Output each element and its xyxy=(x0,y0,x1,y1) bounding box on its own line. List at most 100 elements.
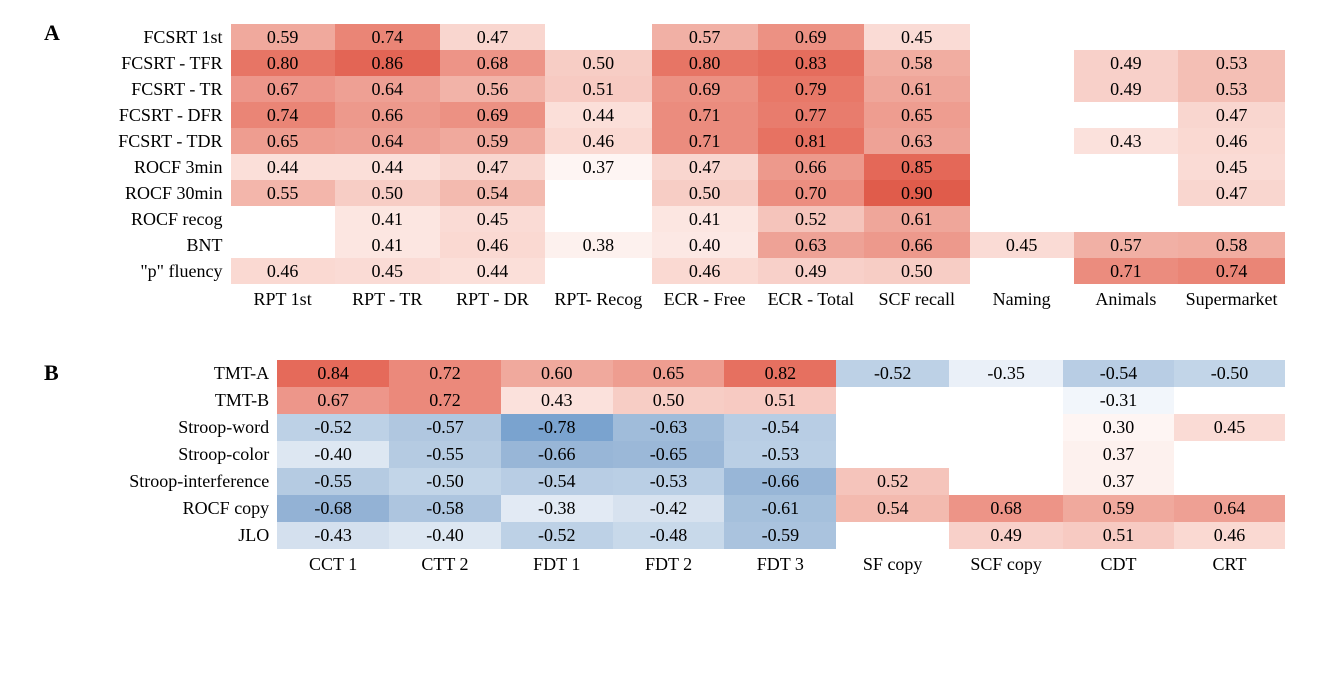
table-row: "p" fluency0.460.450.440.460.490.500.710… xyxy=(100,258,1285,284)
heat-cell: 0.66 xyxy=(864,232,970,258)
heat-cell: -0.55 xyxy=(389,441,501,468)
heat-cell: 0.58 xyxy=(864,50,970,76)
heat-cell xyxy=(545,206,651,232)
panel-b: B TMT-A0.840.720.600.650.82-0.52-0.35-0.… xyxy=(40,350,1285,576)
heatmap-b: TMT-A0.840.720.600.650.82-0.52-0.35-0.54… xyxy=(100,360,1285,576)
heat-cell xyxy=(836,441,949,468)
col-label: RPT - DR xyxy=(440,284,545,310)
heat-cell: 0.44 xyxy=(231,154,335,180)
heat-cell: 0.68 xyxy=(440,50,545,76)
heat-cell: 0.69 xyxy=(440,102,545,128)
heat-cell: 0.55 xyxy=(231,180,335,206)
heat-cell: -0.53 xyxy=(724,441,836,468)
heat-cell: 0.50 xyxy=(613,387,725,414)
row-label: Stroop-interference xyxy=(100,468,277,495)
heat-cell: 0.45 xyxy=(440,206,545,232)
heat-cell xyxy=(1178,24,1285,50)
heat-cell: 0.72 xyxy=(389,387,501,414)
col-label: FDT 2 xyxy=(613,549,725,576)
col-label: FDT 1 xyxy=(501,549,613,576)
heat-cell xyxy=(1174,468,1285,495)
heat-cell: 0.43 xyxy=(501,387,613,414)
heat-cell xyxy=(231,232,335,258)
heat-cell: 0.51 xyxy=(724,387,836,414)
table-row: FCSRT - TFR0.800.860.680.500.800.830.580… xyxy=(100,50,1285,76)
heat-cell: 0.46 xyxy=(231,258,335,284)
heat-cell: 0.43 xyxy=(1074,128,1178,154)
heat-cell: 0.47 xyxy=(1178,102,1285,128)
heat-cell xyxy=(836,387,949,414)
col-label-row: RPT 1stRPT - TRRPT - DRRPT- RecogECR - F… xyxy=(100,284,1285,310)
heat-cell: -0.65 xyxy=(613,441,725,468)
heat-cell: 0.77 xyxy=(758,102,864,128)
col-label: RPT- Recog xyxy=(545,284,651,310)
heat-cell xyxy=(1074,102,1178,128)
heat-cell: 0.72 xyxy=(389,360,501,387)
heat-cell: 0.38 xyxy=(545,232,651,258)
heat-cell: 0.49 xyxy=(1074,50,1178,76)
heat-cell: 0.80 xyxy=(652,50,758,76)
table-row: FCSRT - TR0.670.640.560.510.690.790.610.… xyxy=(100,76,1285,102)
heat-cell: -0.35 xyxy=(949,360,1063,387)
heat-cell: 0.50 xyxy=(335,180,440,206)
heat-cell xyxy=(1074,206,1178,232)
heat-cell: 0.46 xyxy=(440,232,545,258)
heat-cell: 0.90 xyxy=(864,180,970,206)
heat-cell: 0.65 xyxy=(613,360,725,387)
heat-cell: 0.61 xyxy=(864,76,970,102)
heat-cell: 0.66 xyxy=(335,102,440,128)
heat-cell: -0.54 xyxy=(1063,360,1174,387)
table-row: TMT-B0.670.720.430.500.51-0.31 xyxy=(100,387,1285,414)
heat-cell: 0.66 xyxy=(758,154,864,180)
heat-cell: 0.45 xyxy=(1174,414,1285,441)
heat-cell xyxy=(836,522,949,549)
heat-cell: 0.37 xyxy=(1063,468,1174,495)
heat-cell: -0.68 xyxy=(277,495,389,522)
table-row: ROCF recog0.410.450.410.520.61 xyxy=(100,206,1285,232)
heat-cell xyxy=(545,24,651,50)
heat-cell: 0.46 xyxy=(1174,522,1285,549)
heat-cell: 0.50 xyxy=(652,180,758,206)
heat-cell: 0.63 xyxy=(864,128,970,154)
heat-cell: 0.80 xyxy=(231,50,335,76)
row-label: FCSRT - TFR xyxy=(100,50,231,76)
heat-cell xyxy=(949,387,1063,414)
corner-blank xyxy=(100,284,231,310)
col-label: RPT - TR xyxy=(335,284,440,310)
heat-cell: -0.54 xyxy=(724,414,836,441)
row-label: FCSRT 1st xyxy=(100,24,231,50)
heat-cell: -0.59 xyxy=(724,522,836,549)
row-label: "p" fluency xyxy=(100,258,231,284)
heat-cell: 0.54 xyxy=(836,495,949,522)
col-label: Animals xyxy=(1074,284,1178,310)
row-label: FCSRT - TR xyxy=(100,76,231,102)
heat-cell: -0.57 xyxy=(389,414,501,441)
heat-cell: 0.44 xyxy=(440,258,545,284)
heat-cell: 0.44 xyxy=(335,154,440,180)
table-row: ROCF 30min0.550.500.540.500.700.900.47 xyxy=(100,180,1285,206)
heat-cell: 0.86 xyxy=(335,50,440,76)
heat-cell: 0.47 xyxy=(652,154,758,180)
heat-cell: -0.31 xyxy=(1063,387,1174,414)
heat-cell: -0.53 xyxy=(613,468,725,495)
row-label: ROCF 30min xyxy=(100,180,231,206)
col-label: SCF recall xyxy=(864,284,970,310)
heat-cell xyxy=(970,24,1074,50)
heat-cell: 0.61 xyxy=(864,206,970,232)
panel-a: A FCSRT 1st0.590.740.470.570.690.45FCSRT… xyxy=(40,20,1285,350)
heat-cell: 0.82 xyxy=(724,360,836,387)
col-label: CRT xyxy=(1174,549,1285,576)
heat-cell: 0.49 xyxy=(758,258,864,284)
heat-cell: 0.74 xyxy=(1178,258,1285,284)
heat-cell xyxy=(970,102,1074,128)
heat-cell: 0.83 xyxy=(758,50,864,76)
heat-cell xyxy=(545,258,651,284)
heat-cell xyxy=(970,50,1074,76)
heat-cell: -0.43 xyxy=(277,522,389,549)
heat-cell: 0.41 xyxy=(335,206,440,232)
heat-cell: -0.52 xyxy=(277,414,389,441)
table-row: BNT0.410.460.380.400.630.660.450.570.58 xyxy=(100,232,1285,258)
heat-cell: 0.63 xyxy=(758,232,864,258)
row-label: Stroop-word xyxy=(100,414,277,441)
row-label: JLO xyxy=(100,522,277,549)
